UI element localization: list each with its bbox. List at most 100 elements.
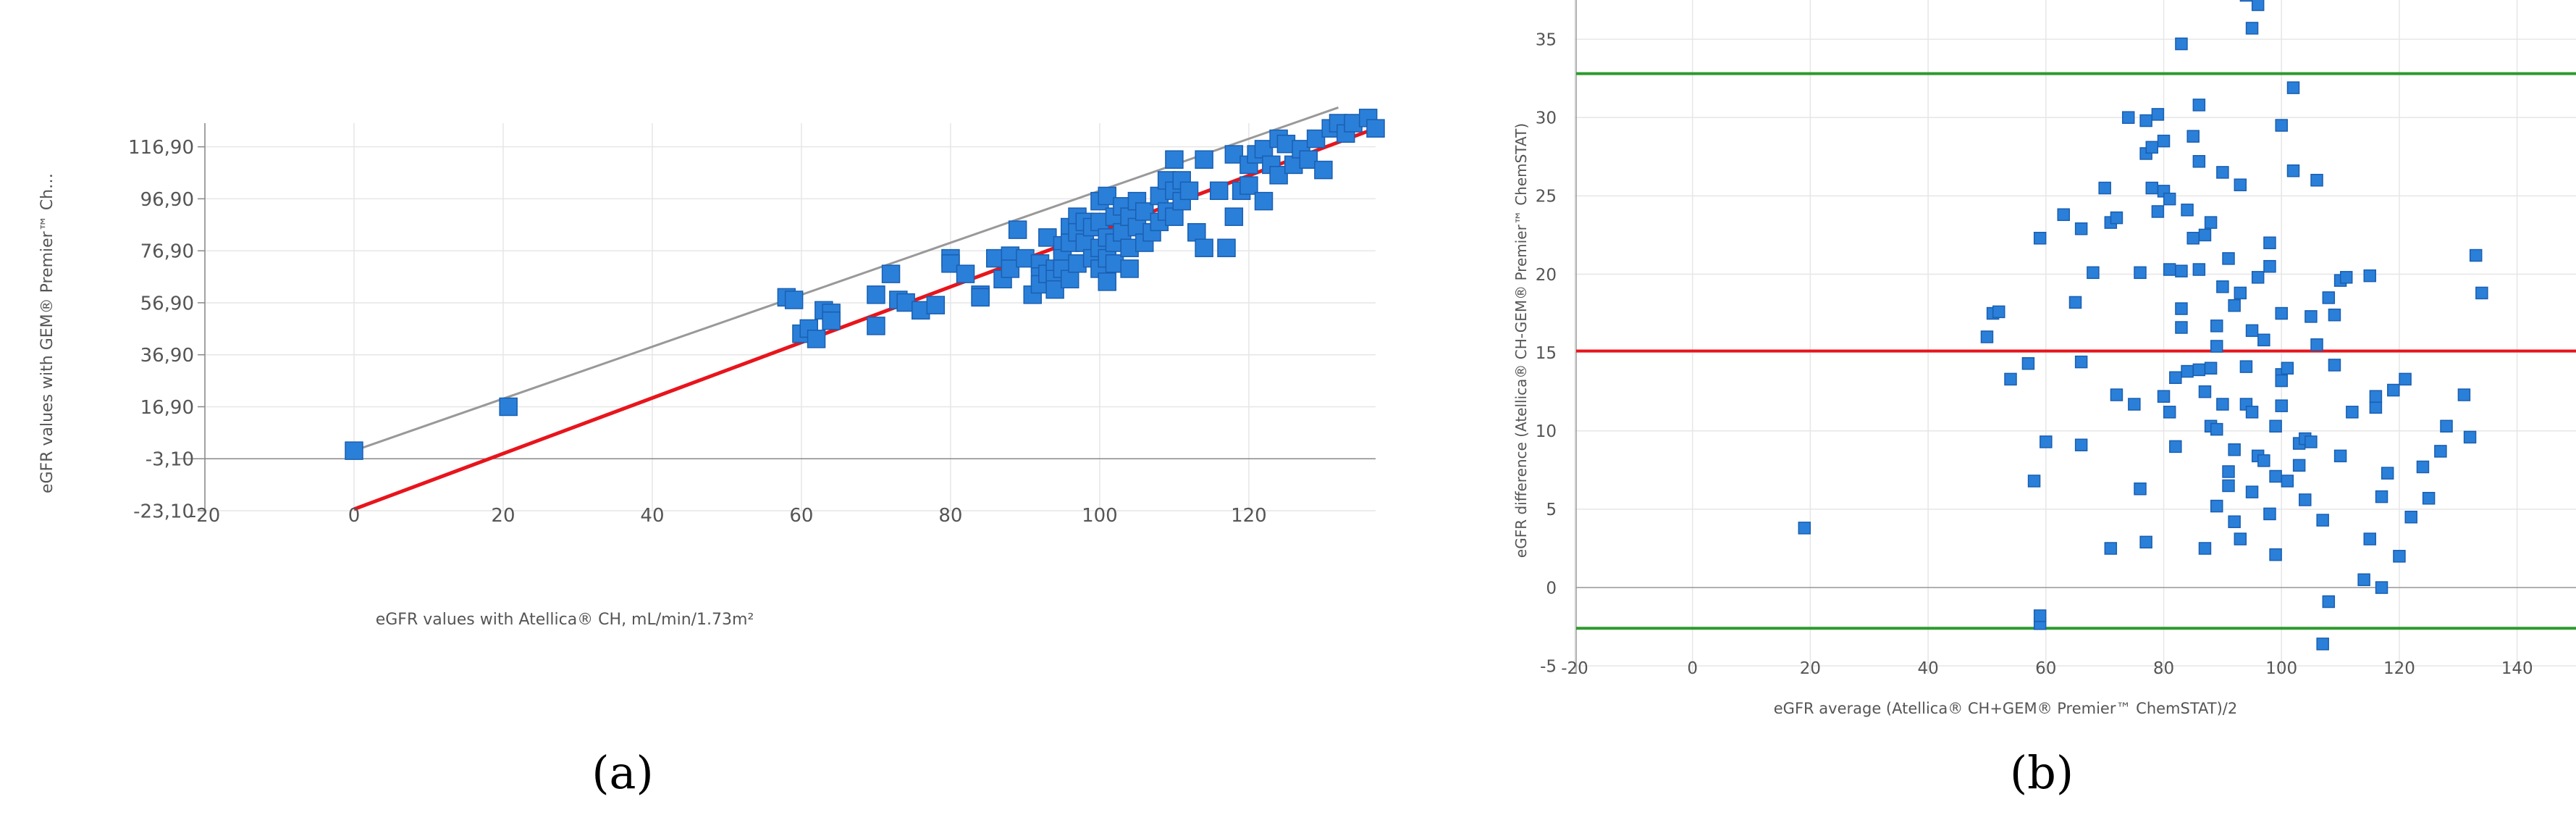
b-y-tick-label: 35 [1536, 30, 1557, 49]
b-data-point [2157, 134, 2171, 148]
panel-a-y-axis-label: eGFR values with GEM® Premier™ Ch… [38, 173, 56, 493]
b-data-point [2181, 204, 2194, 217]
a-data-point [1060, 269, 1079, 289]
a-regression-line [353, 126, 1376, 511]
b-data-point [2175, 37, 2188, 51]
b-data-point [1980, 330, 1994, 343]
b-data-point [2257, 333, 2270, 347]
b-data-point [2286, 164, 2300, 177]
b-data-point [2469, 248, 2483, 262]
b-data-point [2145, 181, 2159, 195]
b-data-point [2151, 108, 2165, 121]
b-data-point [2098, 181, 2111, 195]
a-data-point [1179, 181, 1199, 201]
b-data-point [2363, 532, 2377, 546]
panel-b-chart: -20 0 20 40 60 80 100 120 140 -5 0 5 10 15 20 25 30 35 eG… [1512, 0, 2576, 799]
b-data-point [2186, 231, 2200, 245]
b-data-point [2375, 581, 2388, 594]
a-data-point [956, 264, 975, 283]
b-data-point [2163, 192, 2176, 206]
panel-b-axes [1575, 0, 2576, 674]
b-data-point [2004, 372, 2017, 386]
b-data-point [2198, 385, 2212, 398]
b-data-point [2222, 465, 2235, 478]
b-data-point [2033, 231, 2047, 245]
a-data-point [1209, 181, 1229, 201]
b-data-point [2316, 514, 2329, 527]
b-data-point [2322, 291, 2336, 304]
b-y-tick-label: 0 [1546, 579, 1557, 598]
a-data-point [1366, 119, 1385, 138]
a-data-point [1195, 150, 1213, 169]
b-data-point [2239, 360, 2253, 373]
b-data-point [2357, 573, 2370, 586]
b-data-point [2110, 388, 2123, 401]
b-data-point [2322, 595, 2336, 609]
a-data-point [1120, 259, 1139, 278]
b-y-tick-label: 30 [1536, 109, 1557, 128]
b-data-point [2316, 638, 2329, 651]
b-data-point [2269, 548, 2282, 561]
a-y-tick-label: -23,10 [133, 501, 194, 522]
b-data-point [2404, 510, 2417, 524]
b-y-tick-label: 10 [1536, 422, 1557, 441]
b-data-point [2216, 166, 2229, 179]
b-data-point [2163, 406, 2176, 419]
b-data-point [2292, 459, 2306, 472]
a-y-tick-label: 76,90 [140, 241, 194, 263]
a-data-point [1254, 191, 1274, 211]
b-data-point [2192, 99, 2206, 112]
b-data-point [2416, 460, 2430, 474]
b-data-point [2204, 361, 2218, 375]
b-data-point [2245, 485, 2259, 498]
a-x-tick-label: 0 [348, 505, 361, 527]
a-x-tick-label: 100 [1082, 505, 1118, 527]
a-x-tick-label: 80 [938, 505, 962, 527]
b-data-point [2134, 266, 2147, 280]
a-y-tick-label: 116,90 [128, 137, 194, 159]
b-x-tick-label: 120 [2383, 659, 2415, 678]
b-data-point [2068, 296, 2082, 309]
b-data-point [2363, 269, 2377, 283]
a-data-point [867, 317, 885, 335]
a-data-point [926, 296, 946, 314]
panel-b-y-axis-label: eGFR difference (Atellica® CH-GEM® Premi… [1512, 123, 1530, 558]
b-data-point [2027, 475, 2041, 488]
a-y-tick-label: 16,90 [140, 397, 194, 419]
b-data-point [2286, 81, 2300, 94]
a-data-point [1314, 160, 1333, 180]
panel-b-tick-labels: -20 0 20 40 60 80 100 120 140 -5 0 5 10 15 20 25 30 35 [1536, 30, 2533, 678]
panel-b-gridlines [1574, 0, 2576, 674]
b-data-point [2074, 355, 2088, 369]
b-data-point [2192, 363, 2206, 377]
b-data-point [2210, 319, 2223, 333]
b-data-point [2228, 443, 2241, 456]
b-y-tick-label: 20 [1536, 266, 1557, 285]
b-data-point [2369, 401, 2383, 414]
panel-a-chart: -20 0 20 40 60 80 100 120 -23,10 -3,10 16,90 36,90 5… [38, 106, 1385, 799]
panel-a-tick-labels: -20 0 20 40 60 80 100 120 -23,10 -3,10 16,90 36,90 5… [128, 137, 1267, 527]
b-data-point [2457, 388, 2471, 401]
b-x-tick-label: 0 [1687, 659, 1698, 678]
b-data-point [2269, 419, 2282, 433]
a-data-point [822, 311, 841, 330]
b-y-tick-label: 25 [1536, 188, 1557, 206]
b-data-point [2121, 111, 2135, 124]
b-data-point [2074, 438, 2088, 451]
b-data-point [2333, 449, 2347, 463]
a-data-point [1224, 207, 1244, 226]
b-x-tick-label: 100 [2265, 659, 2297, 678]
b-data-point [2198, 228, 2212, 242]
b-data-point [2169, 440, 2182, 454]
b-data-point [2157, 390, 2171, 403]
panel-a-label: (a) [592, 746, 653, 799]
b-data-point [2175, 302, 2188, 315]
b-data-point [2375, 490, 2388, 503]
b-data-point [2304, 435, 2318, 448]
b-data-point [2234, 286, 2247, 300]
a-x-tick-label: 120 [1231, 505, 1267, 527]
a-data-point [807, 330, 826, 348]
b-data-point [2228, 515, 2241, 528]
b-data-point [1992, 305, 2005, 319]
b-data-point [2198, 542, 2212, 555]
